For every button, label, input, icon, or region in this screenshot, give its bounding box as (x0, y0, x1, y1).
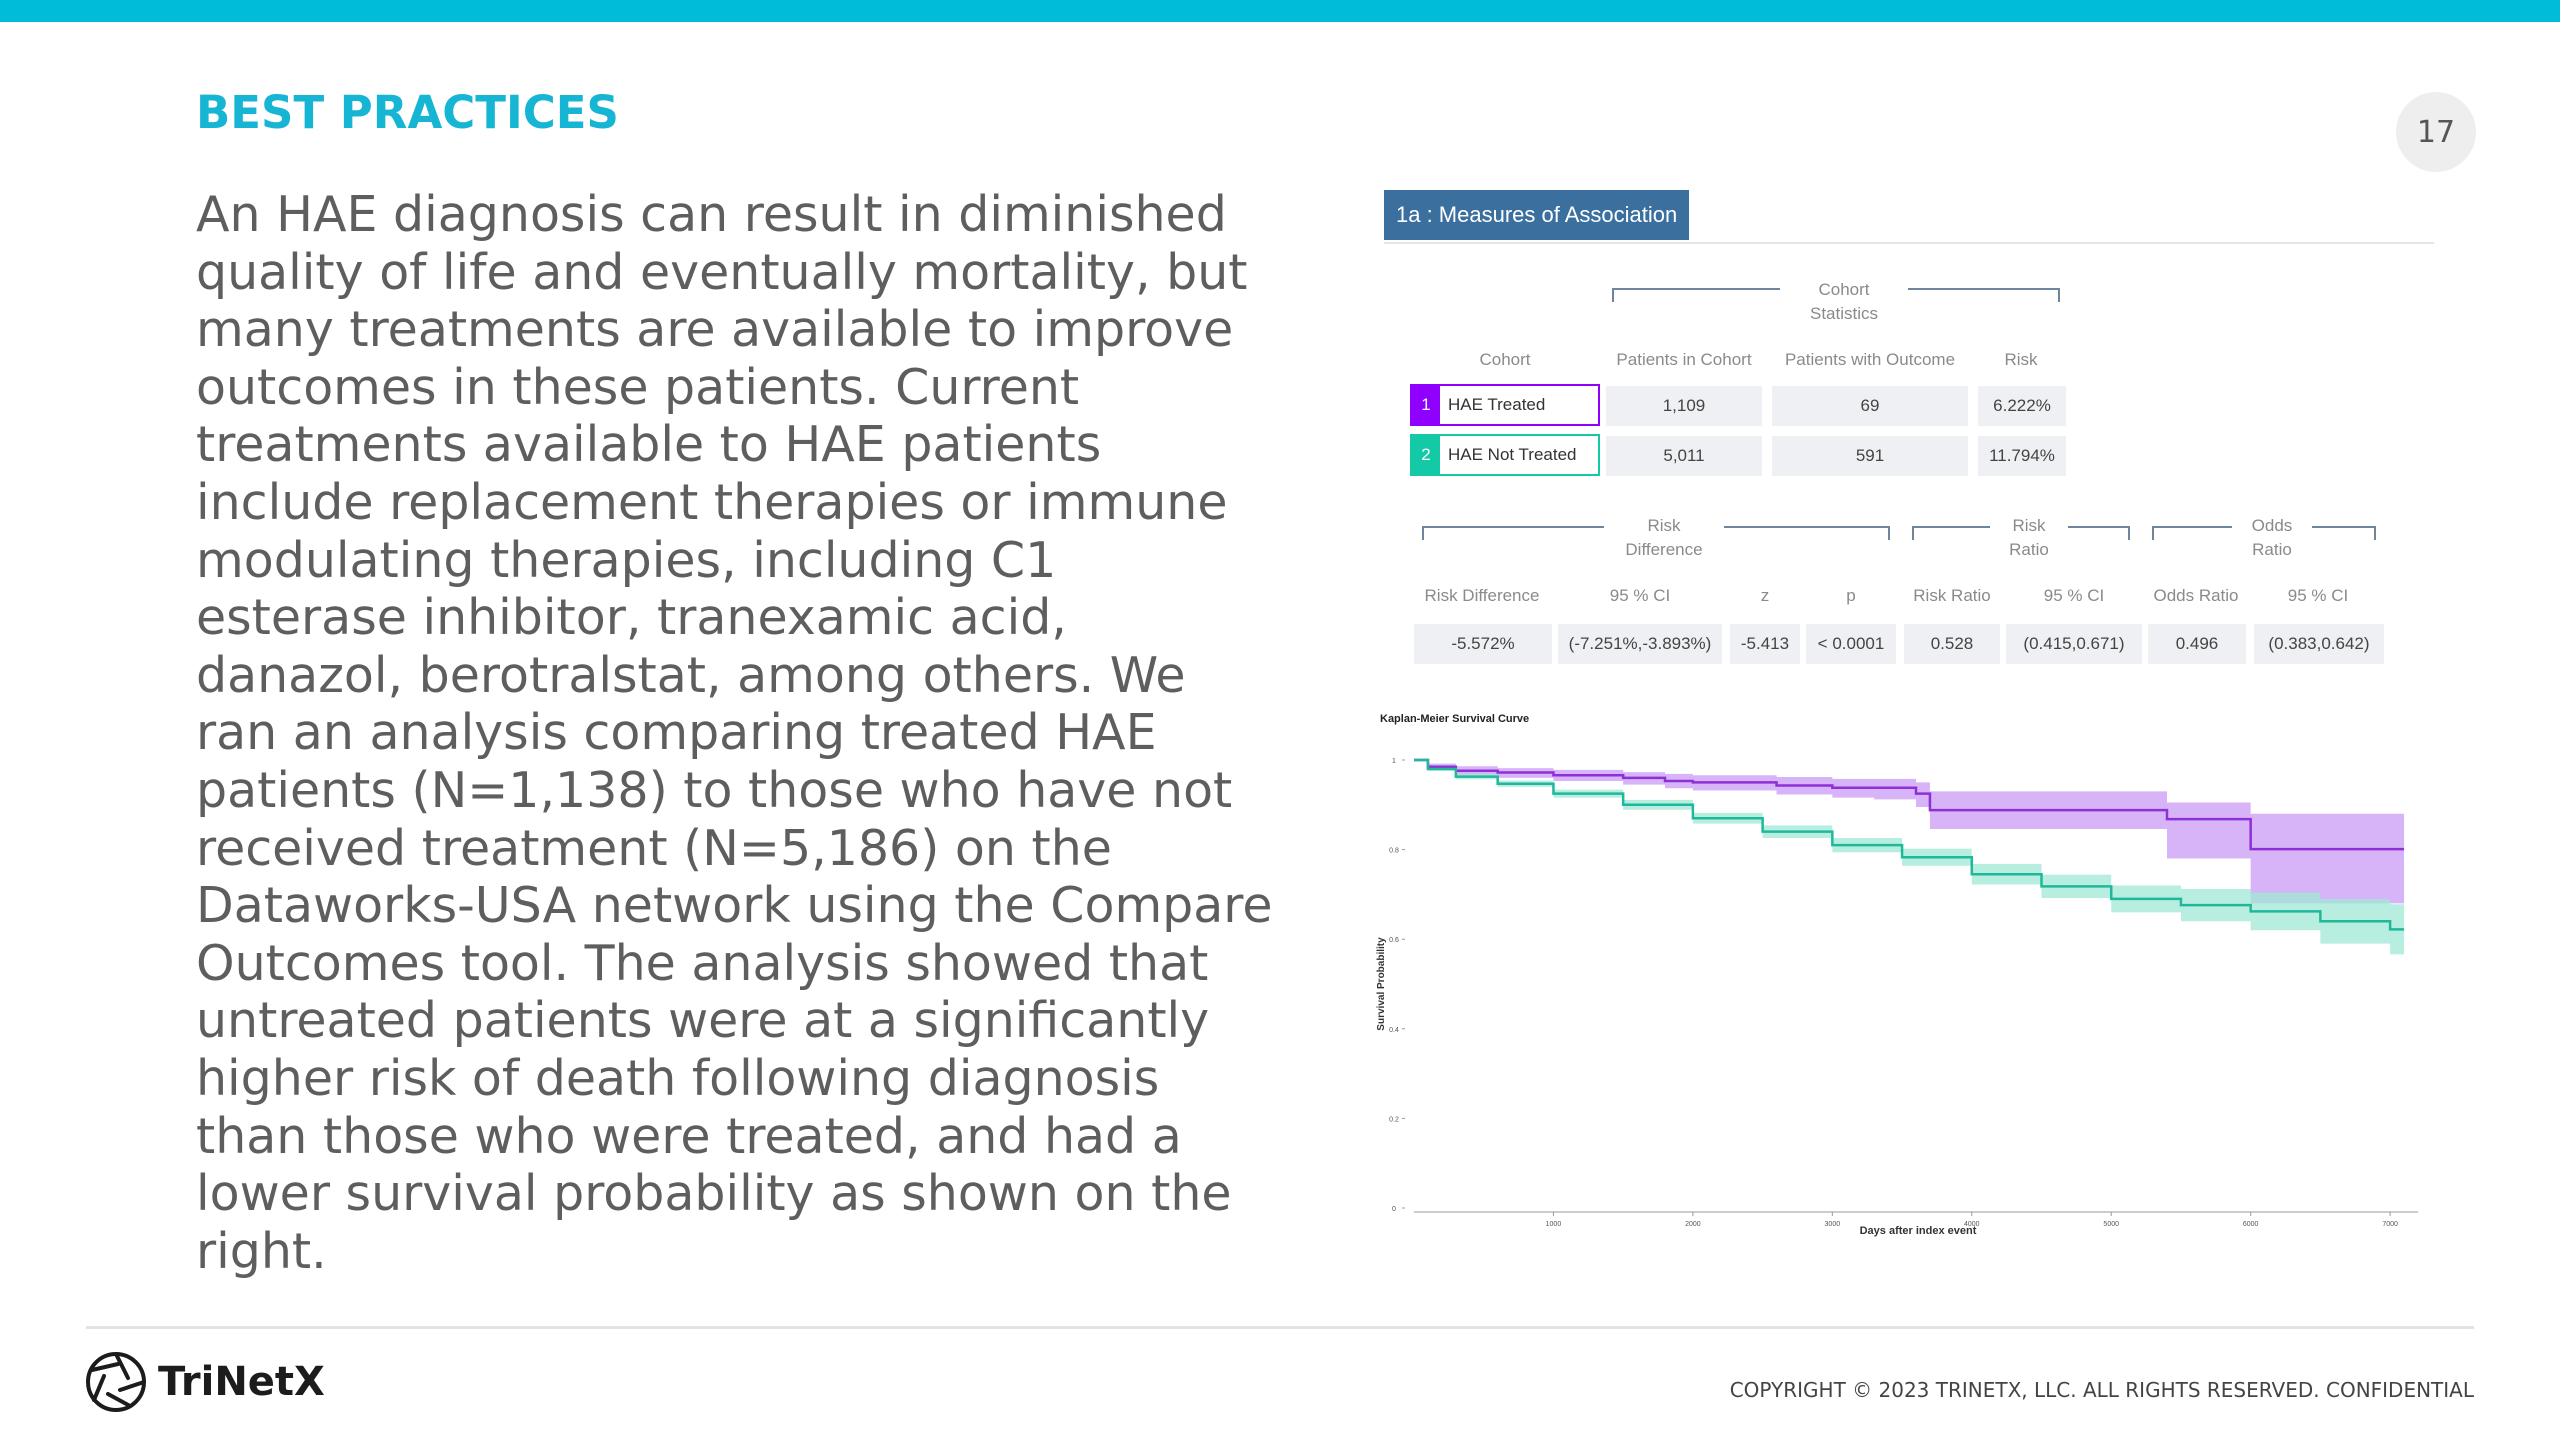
header-z: z (1760, 586, 1770, 605)
x-tick-label: 7000 (2382, 1221, 2398, 1228)
header-patients-with-outcome: Patients with Outcome (1784, 350, 1956, 369)
header-p: p (1846, 586, 1856, 605)
x-tick-label: 4000 (1964, 1221, 1980, 1228)
odds-ratio-value: 0.496 (2148, 624, 2246, 664)
cohort-number: 1 (1412, 386, 1440, 424)
panel-divider (1384, 242, 2434, 244)
cohort-number: 2 (1412, 436, 1440, 474)
p-value: < 0.0001 (1806, 624, 1896, 664)
y-tick-label: 0.8 (1389, 848, 1399, 855)
measures-of-association-tab[interactable]: 1a : Measures of Association (1384, 190, 1690, 240)
header-or-ci: 95 % CI (2287, 586, 2349, 605)
risk-difference-group-label: Risk Difference (1604, 514, 1724, 562)
confidence-band-1 (1414, 760, 2405, 904)
y-tick-label: 0.6 (1389, 937, 1399, 944)
x-axis-label: Days after index event (1860, 1225, 1977, 1237)
cohort-name: HAE Treated (1448, 395, 1546, 414)
patients-with-outcome-value: 69 (1772, 386, 1968, 426)
kaplan-meier-chart: Kaplan-Meier Survival Curve Survival Pro… (1376, 713, 2418, 1237)
patients-with-outcome-value: 591 (1772, 436, 1968, 476)
header-patients-in-cohort: Patients in Cohort (1616, 350, 1752, 369)
top-accent-bar (0, 0, 2560, 22)
cohort-row-hae-not-treated[interactable]: 2 HAE Not Treated (1410, 434, 1600, 476)
y-tick-label: 0 (1392, 1206, 1396, 1213)
risk-difference-value: -5.572% (1414, 624, 1552, 664)
survival-curve-2 (1414, 758, 2405, 931)
header-odds-ratio: Odds Ratio (2153, 586, 2239, 605)
x-tick-label: 5000 (2103, 1221, 2119, 1228)
risk-value: 11.794% (1978, 436, 2066, 476)
or-ci-value: (0.383,0.642) (2254, 624, 2384, 664)
rr-ci-value: (0.415,0.671) (2006, 624, 2142, 664)
odds-ratio-group-label: Odds Ratio (2232, 514, 2312, 562)
y-axis-label: Survival Probability (1376, 937, 1387, 1031)
y-tick-label: 0.4 (1389, 1027, 1399, 1034)
page-number-badge: 17 (2396, 92, 2476, 172)
x-tick-label: 1000 (1546, 1221, 1562, 1228)
header-rd-ci: 95 % CI (1609, 586, 1671, 605)
section-title: BEST PRACTICES (196, 86, 619, 139)
z-value: -5.413 (1730, 624, 1800, 664)
header-risk: Risk (2004, 350, 2038, 369)
patients-in-cohort-value: 5,011 (1606, 436, 1762, 476)
risk-ratio-value: 0.528 (1904, 624, 2000, 664)
y-tick-label: 0.2 (1389, 1116, 1399, 1123)
x-tick-label: 2000 (1685, 1221, 1701, 1228)
y-tick-label: 1 (1392, 758, 1396, 765)
rd-ci-value: (-7.251%,-3.893%) (1558, 624, 1722, 664)
body-paragraph: An HAE diagnosis can result in diminishe… (196, 186, 1273, 1280)
cohort-name: HAE Not Treated (1448, 445, 1577, 464)
trinetx-logo: TriNetX (84, 1350, 325, 1414)
header-risk-ratio: Risk Ratio (1913, 586, 1991, 605)
header-risk-difference: Risk Difference (1424, 586, 1540, 605)
survival-curve-1 (1414, 758, 2405, 851)
header-rr-ci: 95 % CI (2043, 586, 2105, 605)
patients-in-cohort-value: 1,109 (1606, 386, 1762, 426)
footer-divider (86, 1326, 2474, 1329)
cohort-statistics-group-label: Cohort Statistics (1780, 278, 1908, 326)
copyright-text: COPYRIGHT © 2023 TRINETX, LLC. ALL RIGHT… (1729, 1378, 2474, 1402)
header-cohort: Cohort (1479, 350, 1531, 369)
cohort-row-hae-treated[interactable]: 1 HAE Treated (1410, 384, 1600, 426)
chart-title: Kaplan-Meier Survival Curve (1380, 713, 1529, 725)
x-tick-label: 3000 (1825, 1221, 1841, 1228)
logo-text: TriNetX (158, 1359, 325, 1405)
risk-value: 6.222% (1978, 386, 2066, 426)
risk-ratio-group-label: Risk Ratio (1990, 514, 2068, 562)
trinetx-aperture-icon (86, 1352, 146, 1412)
x-tick-label: 6000 (2243, 1221, 2259, 1228)
